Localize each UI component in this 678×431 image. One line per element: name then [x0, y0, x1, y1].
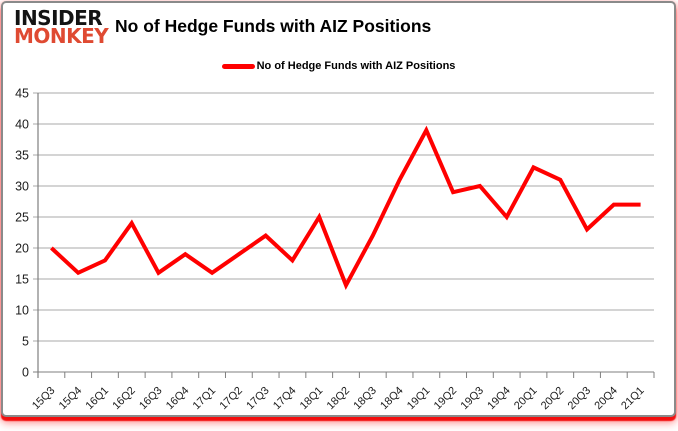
x-axis-label: 19Q3 [459, 385, 487, 413]
x-axis-label: 16Q1 [84, 385, 112, 413]
chart-title: No of Hedge Funds with AIZ Positions [115, 16, 432, 36]
hedge-fund-chart-widget: INSIDER MONKEY No of Hedge Funds with AI… [1, 1, 676, 417]
y-axis-label: 15 [15, 273, 29, 287]
y-axis-label: 0 [22, 366, 29, 380]
logo-line-insider: INSIDER [14, 6, 103, 30]
x-axis-label: 17Q1 [191, 385, 219, 413]
x-axis-label: 16Q4 [164, 385, 192, 413]
line-chart: 0 5 10 15 20 25 30 35 40 45 15Q3 15Q4 16Q1 16Q2 16Q3 16… [15, 87, 655, 413]
x-axis-label: 20Q2 [539, 385, 567, 413]
x-axis-label: 18Q2 [325, 385, 353, 413]
x-axis-label: 19Q1 [405, 385, 433, 413]
x-axis-label: 20Q1 [512, 385, 540, 413]
x-axis-label: 18Q1 [298, 385, 326, 413]
x-axis-label: 16Q3 [137, 385, 165, 413]
x-axis-label: 19Q2 [432, 385, 460, 413]
y-axis-label: 20 [15, 242, 29, 256]
y-axis-label: 25 [15, 211, 29, 225]
legend: No of Hedge Funds with AIZ Positions [3, 60, 674, 72]
logo-line-monkey: MONKEY [14, 24, 109, 49]
x-axis-label: 19Q4 [485, 385, 513, 413]
legend-label: No of Hedge Funds with AIZ Positions [256, 60, 456, 72]
y-axis-label: 30 [15, 180, 29, 194]
y-axis-label: 40 [15, 118, 29, 132]
data-series-line [50, 125, 641, 290]
x-axis-label: 18Q3 [351, 385, 379, 413]
x-axis-label: 21Q1 [619, 385, 647, 413]
insider-monkey-logo: INSIDER MONKEY [14, 6, 109, 49]
x-axis-label: 15Q3 [30, 385, 58, 413]
y-axis-label: 5 [22, 335, 29, 349]
y-axis-label: 10 [15, 304, 29, 318]
x-axis-label: 20Q4 [592, 385, 620, 413]
x-axis-label: 17Q3 [244, 385, 272, 413]
x-axis-label: 16Q2 [110, 385, 138, 413]
y-axis-label: 35 [15, 149, 29, 163]
x-axis-label: 17Q4 [271, 385, 299, 413]
x-axis-label: 17Q2 [217, 385, 245, 413]
x-axis-label: 18Q4 [378, 385, 406, 413]
legend-line-swatch [221, 63, 255, 69]
x-axis-label: 15Q4 [57, 385, 85, 413]
x-axis-label: 20Q3 [566, 385, 594, 413]
y-axis-label: 45 [15, 87, 29, 101]
